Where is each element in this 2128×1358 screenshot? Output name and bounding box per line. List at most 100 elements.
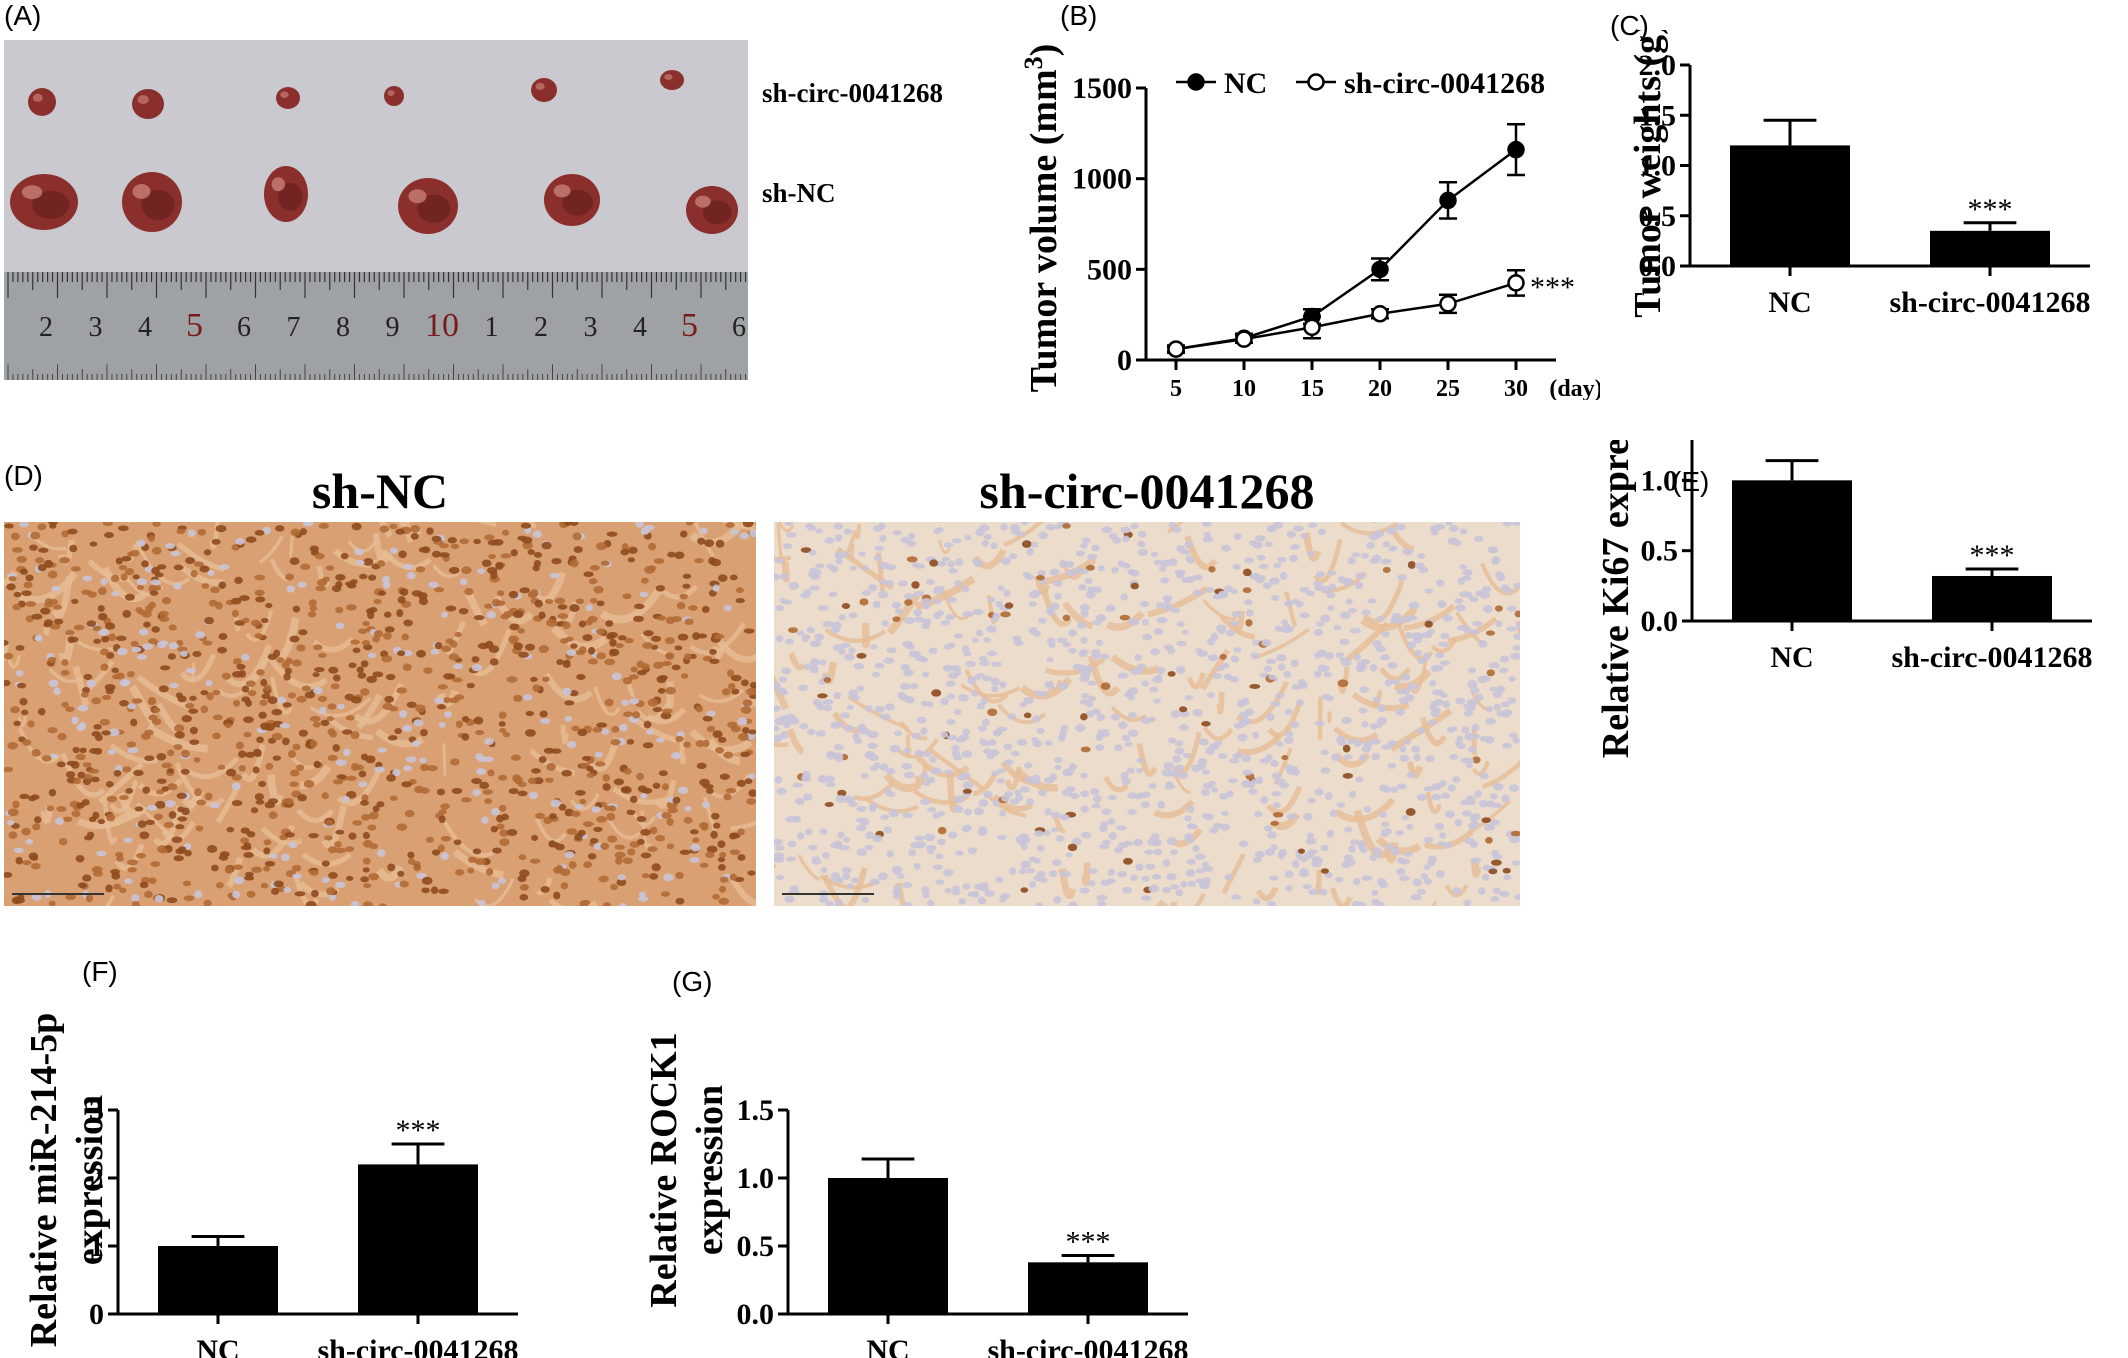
cell-nucleus (1443, 841, 1453, 849)
cell-nucleus (522, 694, 533, 701)
cell-nucleus (657, 688, 666, 694)
cell-nucleus (120, 573, 128, 581)
cell-nucleus (549, 572, 560, 579)
cell-nucleus (1159, 564, 1167, 572)
cell-nucleus (1067, 647, 1077, 654)
cell-nucleus (341, 729, 353, 735)
cell-nucleus (1416, 793, 1427, 801)
cell-nucleus (1266, 713, 1275, 722)
cell-nucleus (421, 887, 430, 894)
cell-nucleus (873, 762, 882, 769)
cell-nucleus (642, 642, 654, 650)
cell-nucleus (1270, 700, 1281, 707)
cell-nucleus (1320, 614, 1331, 623)
cell-nucleus (1429, 525, 1440, 532)
cell-nucleus (1111, 566, 1119, 574)
cell-nucleus (697, 633, 708, 639)
cell-nucleus (796, 630, 806, 636)
cell-nucleus (1376, 615, 1385, 622)
cell-nucleus (1147, 716, 1156, 723)
cell-nucleus (564, 700, 575, 706)
cell-nucleus (32, 823, 41, 831)
cell-nucleus (127, 551, 135, 557)
cell-nucleus (1413, 753, 1421, 762)
cell-nucleus (30, 862, 41, 870)
cell-nucleus (705, 851, 715, 858)
cell-nucleus (166, 768, 175, 774)
cell-nucleus (891, 865, 903, 874)
cell-nucleus (50, 623, 61, 630)
cell-nucleus (530, 768, 541, 774)
cell-nucleus (1233, 647, 1242, 653)
cell-nucleus (635, 522, 644, 528)
cell-nucleus (499, 727, 507, 734)
cell-nucleus (1512, 645, 1520, 651)
stroma-strand (821, 874, 867, 906)
cell-nucleus (181, 750, 190, 758)
cell-nucleus (911, 581, 920, 589)
cell-nucleus (1070, 792, 1080, 800)
cell-nucleus (879, 713, 891, 720)
tumor-highlight (408, 189, 427, 204)
cell-nucleus (1130, 523, 1139, 529)
cell-nucleus (776, 874, 785, 880)
cell-nucleus (1080, 543, 1088, 549)
cell-nucleus (1156, 666, 1166, 675)
cell-nucleus (1360, 552, 1370, 559)
cell-nucleus (1283, 600, 1294, 607)
cell-nucleus (1163, 598, 1171, 606)
cell-nucleus (441, 645, 452, 652)
cell-nucleus (945, 680, 956, 687)
cell-nucleus (1066, 568, 1077, 577)
cell-nucleus (1485, 630, 1495, 636)
cell-nucleus (1127, 792, 1138, 799)
cell-nucleus (1080, 713, 1088, 721)
cell-nucleus (660, 660, 672, 667)
cell-nucleus (869, 803, 879, 810)
cell-nucleus (544, 777, 554, 783)
cell-nucleus (856, 652, 867, 659)
cell-nucleus (1219, 823, 1231, 831)
x-tick-label: 20 (1368, 376, 1392, 400)
cell-nucleus (113, 883, 122, 890)
ihc-image-sh-circ (774, 522, 1520, 906)
cell-nucleus (1150, 551, 1159, 558)
cell-nucleus (1442, 614, 1453, 622)
cell-nucleus (1465, 763, 1473, 769)
cell-nucleus (251, 866, 263, 873)
cell-nucleus (816, 730, 826, 737)
cell-nucleus (86, 620, 97, 627)
cell-nucleus (723, 793, 732, 801)
cell-nucleus (259, 699, 268, 707)
cell-nucleus (362, 901, 374, 906)
cell-nucleus (1486, 669, 1496, 677)
cell-nucleus (640, 828, 651, 836)
cell-nucleus (48, 522, 58, 526)
cell-nucleus (67, 528, 78, 535)
cell-nucleus (1141, 875, 1150, 882)
cell-nucleus (1284, 870, 1294, 878)
cell-nucleus (396, 687, 408, 694)
stroma-strand (114, 843, 145, 871)
cell-nucleus (902, 901, 913, 906)
cell-nucleus (962, 728, 971, 736)
cell-nucleus (1403, 851, 1413, 857)
cell-nucleus (612, 672, 622, 681)
cell-nucleus (1501, 794, 1510, 803)
cell-nucleus (1127, 711, 1137, 719)
cell-nucleus (65, 706, 75, 712)
ruler-number: 5 (186, 307, 203, 344)
cell-nucleus (58, 837, 68, 846)
cell-nucleus (312, 721, 321, 728)
bar-nc (828, 1178, 948, 1314)
cell-nucleus (264, 860, 276, 867)
cell-nucleus (999, 681, 1007, 689)
cell-nucleus (124, 593, 135, 601)
cell-nucleus (737, 854, 746, 861)
cell-nucleus (713, 633, 725, 640)
cell-nucleus (638, 896, 649, 902)
stroma-strand (1216, 691, 1225, 715)
cell-nucleus (1203, 813, 1214, 821)
tumor-highlight (695, 195, 711, 208)
stroma-strand (105, 894, 116, 906)
